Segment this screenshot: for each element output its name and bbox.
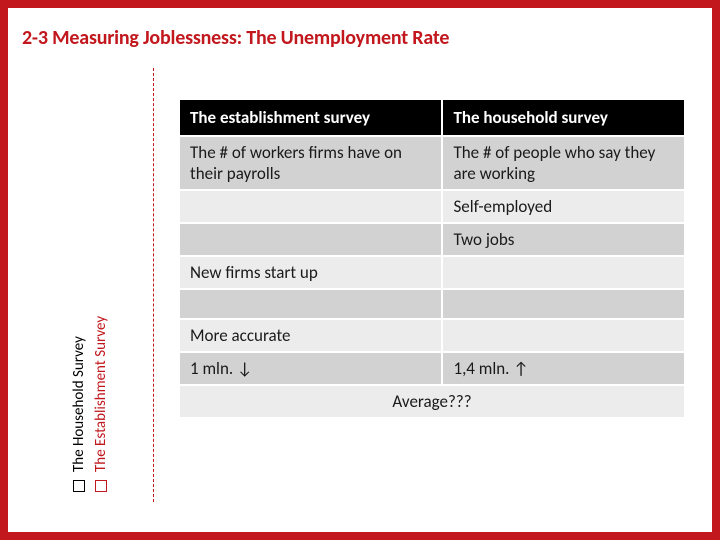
vertical-divider (153, 68, 154, 502)
table-cell-merged: Average??? (179, 385, 685, 418)
page-title: 2-3 Measuring Joblessness: The Unemploym… (22, 26, 449, 50)
table-cell: Self-employed (442, 190, 685, 223)
sidebar-item-household: The Household Survey (70, 336, 88, 492)
sidebar-label: The Household Survey (70, 336, 88, 472)
table-cell (442, 289, 685, 319)
table-cell: The # of workers firms have on their pay… (179, 136, 442, 190)
table-cell: The # of people who say they are working (442, 136, 685, 190)
table-header: The establishment survey (179, 99, 442, 136)
checkbox-icon (73, 480, 85, 492)
table-cell (442, 319, 685, 352)
comparison-table: The establishment survey The household s… (178, 98, 686, 419)
table-cell: 1,4 mln. ↑ (442, 352, 685, 385)
table-cell (179, 289, 442, 319)
table-header: The household survey (442, 99, 685, 136)
table-cell: More accurate (179, 319, 442, 352)
table-cell (179, 190, 442, 223)
table-cell: New firms start up (179, 256, 442, 289)
table-cell: 1 mln. ↓ (179, 352, 442, 385)
table-cell: Two jobs (442, 223, 685, 256)
sidebar-label: The Establishment Survey (92, 316, 110, 472)
table-cell (179, 223, 442, 256)
sidebar: The Household Survey The Establishment S… (28, 68, 138, 492)
checkbox-icon (95, 480, 107, 492)
sidebar-item-establishment: The Establishment Survey (92, 316, 110, 492)
table-cell (442, 256, 685, 289)
